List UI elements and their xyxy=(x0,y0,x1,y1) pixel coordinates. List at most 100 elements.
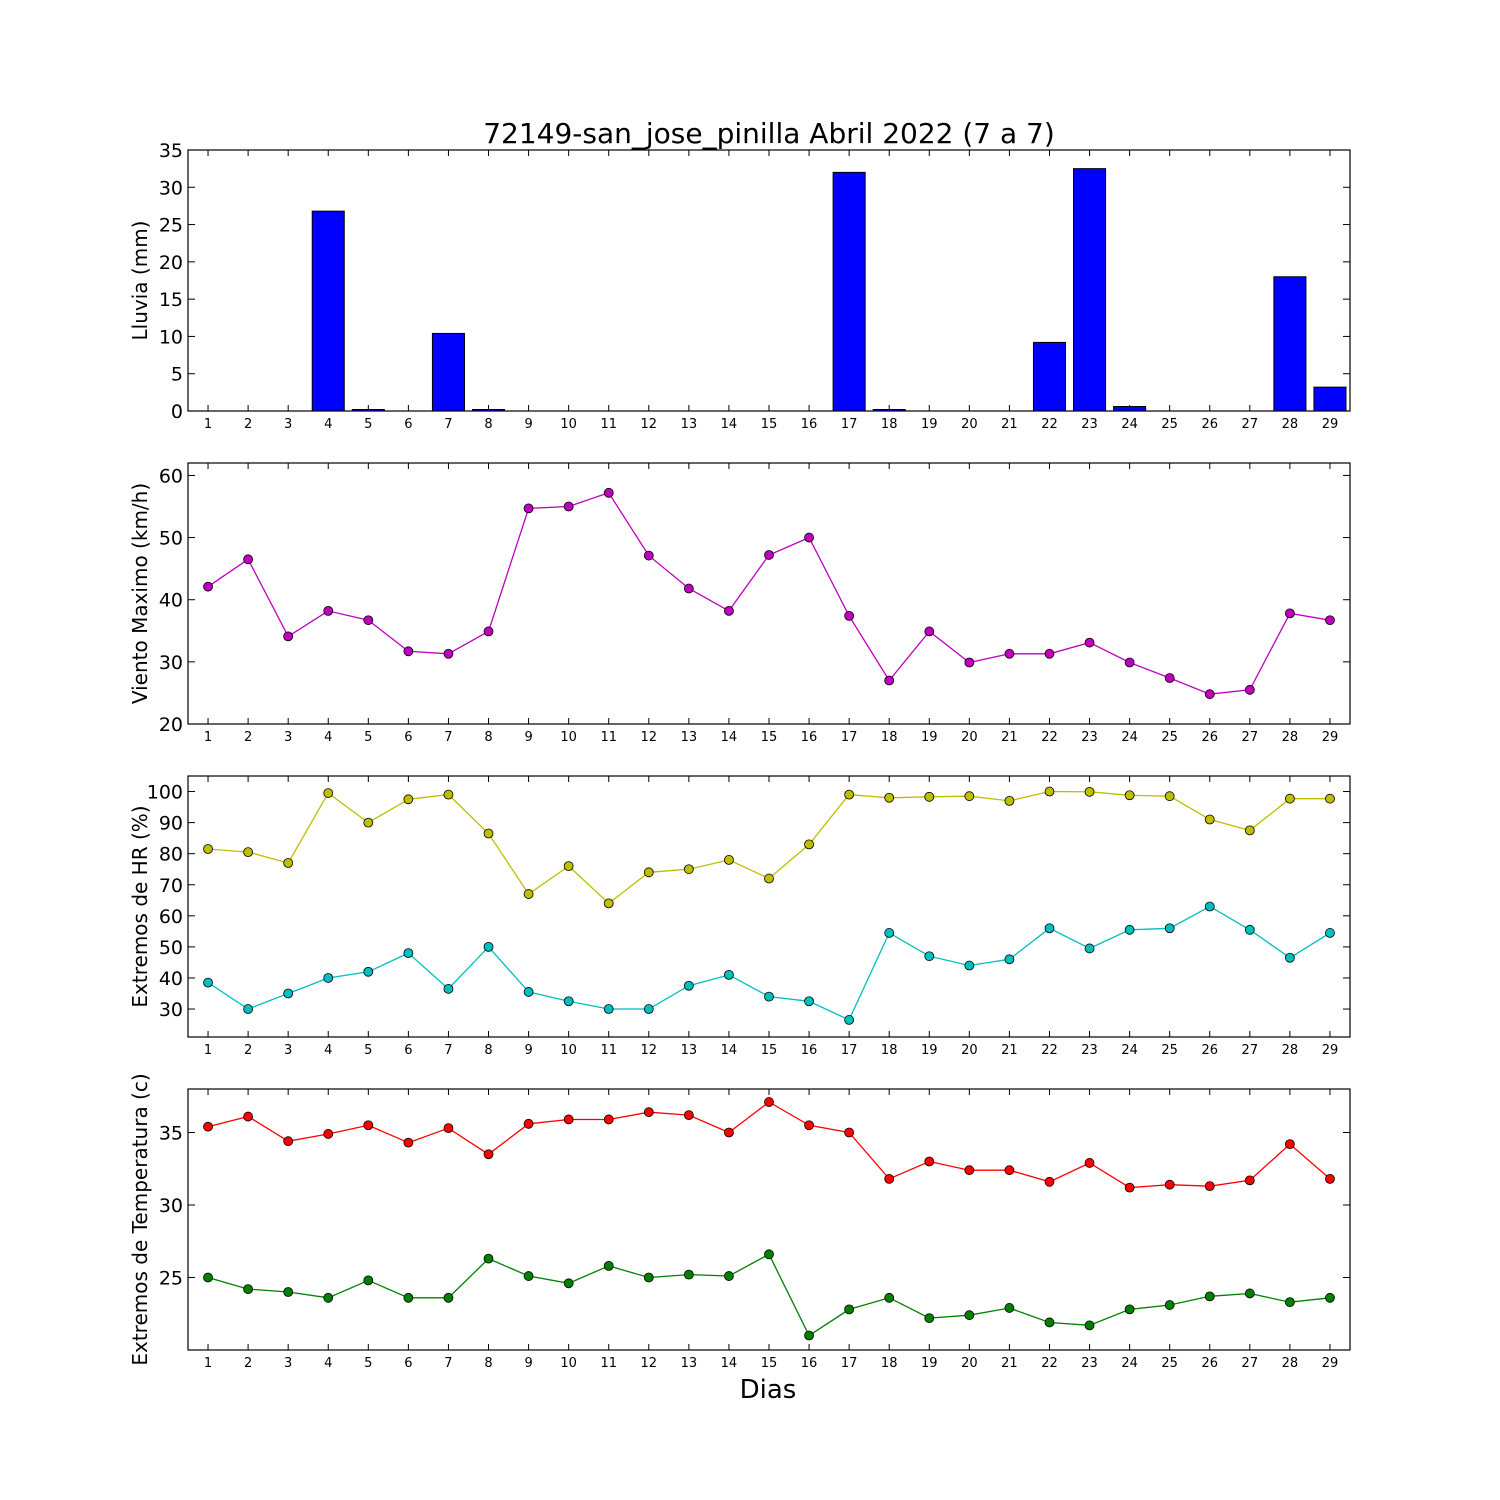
x-tick-label: 26 xyxy=(1201,1043,1218,1058)
chart-title: 72149-san_jose_pinilla Abril 2022 (7 a 7… xyxy=(483,117,1055,150)
x-tick-label: 20 xyxy=(961,417,978,432)
x-tick-label: 10 xyxy=(560,1043,577,1058)
x-tick-label: 20 xyxy=(961,730,978,745)
data-point xyxy=(323,1129,334,1139)
y-tick-label: 60 xyxy=(159,906,183,928)
data-point xyxy=(563,996,574,1007)
x-tick-label: 22 xyxy=(1041,730,1058,745)
y-tick-label: 35 xyxy=(159,1123,183,1145)
x-tick-label: 19 xyxy=(921,1356,938,1371)
x-tick-label: 26 xyxy=(1201,730,1218,745)
data-point xyxy=(323,973,334,983)
data-point xyxy=(203,977,213,988)
data-point xyxy=(283,631,294,642)
data-point xyxy=(403,948,414,959)
data-point xyxy=(603,487,614,498)
x-tick-label: 16 xyxy=(801,730,818,745)
data-point xyxy=(483,941,494,952)
data-point xyxy=(363,1275,374,1286)
data-point xyxy=(1164,923,1175,934)
data-point xyxy=(1325,793,1335,804)
x-tick-label: 18 xyxy=(881,730,898,745)
x-tick-label: 29 xyxy=(1322,730,1339,745)
y-tick-label: 25 xyxy=(159,215,183,237)
data-point xyxy=(323,606,334,616)
data-point xyxy=(1044,923,1055,934)
data-point xyxy=(1124,1182,1135,1193)
x-tick-label: 10 xyxy=(560,1356,577,1371)
data-point xyxy=(363,817,374,828)
y-tick-label: 35 xyxy=(159,140,183,162)
data-point xyxy=(1164,1300,1175,1310)
x-tick-label: 14 xyxy=(721,730,738,745)
data-point xyxy=(563,861,574,872)
bar-day-22 xyxy=(1032,341,1067,412)
x-tick-label: 1 xyxy=(204,1356,212,1371)
bar-day-4 xyxy=(311,210,345,412)
data-point xyxy=(683,980,694,991)
data-point xyxy=(724,854,734,865)
data-point xyxy=(323,1292,334,1303)
data-point xyxy=(1124,924,1135,935)
data-point xyxy=(563,1114,574,1125)
data-point xyxy=(844,610,855,621)
data-point xyxy=(844,1127,855,1138)
y-tick-label: 40 xyxy=(159,590,183,612)
x-tick-label: 23 xyxy=(1081,1043,1098,1058)
x-tick-label: 9 xyxy=(524,1356,532,1371)
x-tick-label: 25 xyxy=(1161,1356,1178,1371)
data-point xyxy=(523,1271,534,1281)
data-point xyxy=(523,987,534,997)
data-point xyxy=(1284,1139,1295,1149)
data-point xyxy=(924,791,935,802)
x-tick-label: 2 xyxy=(244,417,252,432)
data-point xyxy=(964,1310,975,1321)
x-tick-label: 29 xyxy=(1322,1356,1339,1371)
data-point xyxy=(243,1284,254,1294)
x-tick-label: 14 xyxy=(721,417,738,432)
x-tick-label: 7 xyxy=(444,1043,452,1058)
data-point xyxy=(243,1004,254,1014)
data-point xyxy=(283,858,294,868)
data-point xyxy=(683,1269,694,1280)
data-point xyxy=(1244,684,1255,695)
data-point xyxy=(1164,791,1175,802)
data-point xyxy=(1244,825,1255,836)
data-point xyxy=(563,1278,574,1289)
data-point xyxy=(1004,1165,1015,1176)
x-tick-label: 22 xyxy=(1041,417,1058,432)
data-point xyxy=(643,1107,654,1118)
x-tick-label: 18 xyxy=(881,1356,898,1371)
y-tick-label: 80 xyxy=(159,844,183,866)
x-tick-label: 21 xyxy=(1001,417,1018,432)
data-point xyxy=(764,1097,774,1107)
data-point xyxy=(243,1111,254,1122)
data-point xyxy=(1044,1317,1055,1328)
data-point xyxy=(283,988,294,999)
data-point xyxy=(203,1121,213,1132)
x-tick-label: 4 xyxy=(324,1356,332,1371)
x-tick-label: 14 xyxy=(721,1356,738,1371)
data-point xyxy=(964,1165,975,1176)
x-tick-label: 8 xyxy=(484,1043,492,1058)
x-tick-label: 15 xyxy=(761,417,778,432)
data-point xyxy=(804,1330,814,1341)
data-point xyxy=(724,1127,734,1138)
data-point xyxy=(1204,814,1215,825)
x-tick-label: 24 xyxy=(1121,1043,1138,1058)
data-point xyxy=(804,996,814,1007)
x-tick-label: 17 xyxy=(841,730,858,745)
x-tick-label: 5 xyxy=(364,1356,372,1371)
data-point xyxy=(323,788,334,798)
x-tick-label: 2 xyxy=(244,730,252,745)
x-tick-label: 5 xyxy=(364,730,372,745)
data-point xyxy=(764,991,774,1002)
y-tick-label: 20 xyxy=(159,252,183,274)
data-point xyxy=(724,1271,734,1281)
y-tick-label: 40 xyxy=(159,968,183,990)
data-point xyxy=(283,1136,294,1147)
x-tick-label: 29 xyxy=(1322,1043,1339,1058)
x-tick-label: 12 xyxy=(641,1043,658,1058)
